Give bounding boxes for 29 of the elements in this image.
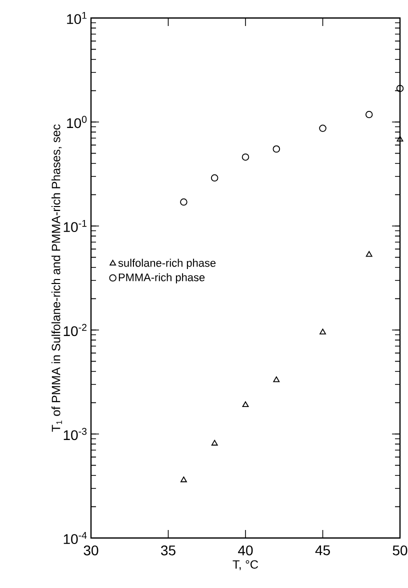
point — [319, 124, 326, 132]
point — [272, 145, 280, 153]
x-tick-label: 30 — [84, 546, 98, 556]
point — [320, 328, 326, 334]
x-axis-title: T, °C — [232, 560, 258, 570]
point — [180, 476, 187, 482]
point — [396, 136, 404, 142]
point — [365, 110, 373, 118]
point — [396, 84, 404, 92]
legend-label: PMMA-rich phase — [118, 273, 205, 284]
x-tick-label: 40 — [238, 546, 253, 556]
y-tick-label: 10$^{-3}$ — [64, 428, 87, 440]
point — [211, 440, 218, 446]
x-tick-label: 45 — [315, 546, 330, 556]
point — [273, 376, 280, 382]
y-tick-label: 10$^{-1}$ — [64, 220, 87, 232]
y-tick-label: 10$^{-4}$ — [64, 532, 87, 544]
y-axis-title: T$_{1}$ of PMMA in Sulfolane-rich and PMMA-rich Phases, sec — [51, 124, 62, 432]
point — [366, 251, 372, 257]
y-tick-label: 10$^{-2}$ — [64, 324, 86, 336]
point — [242, 401, 249, 408]
point — [242, 153, 250, 161]
y-tick-label: 10$^{1}$ — [67, 12, 87, 24]
point — [210, 174, 218, 182]
x-tick-label: 35 — [161, 546, 176, 556]
legend-label: sulfolane-rich phase — [118, 258, 216, 269]
y-tick-label: 10$^{0}$ — [67, 116, 87, 128]
x-tick-label: 50 — [392, 546, 408, 556]
point — [180, 198, 188, 206]
